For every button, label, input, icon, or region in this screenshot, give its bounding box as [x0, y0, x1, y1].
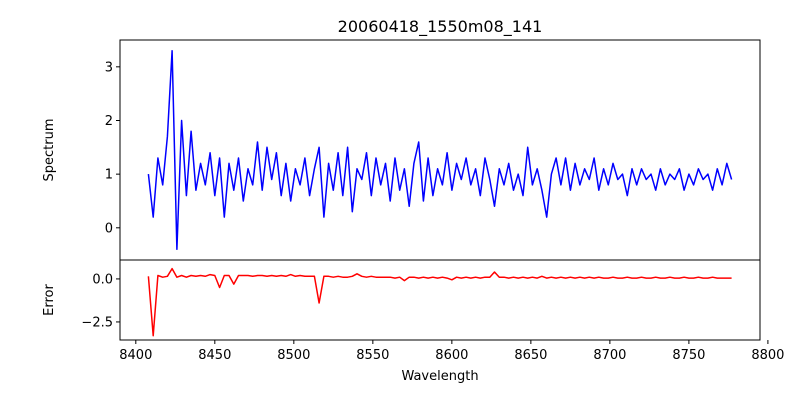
error-axes-frame	[119, 259, 761, 341]
spectrum-y-tick-label: 1	[105, 168, 113, 183]
x-tick-label: 8700	[593, 348, 626, 363]
x-tick-label: 8500	[277, 348, 310, 363]
x-tick-label: 8750	[672, 348, 705, 363]
error-series-line	[147, 267, 732, 337]
error-y-tick-label: −2.5	[81, 315, 113, 330]
spectrum-axes-frame	[119, 39, 761, 261]
x-tick-label: 8600	[435, 348, 468, 363]
x-tick-label: 8550	[356, 348, 389, 363]
spectrum-series-line	[147, 49, 733, 251]
spectrum-y-tick-label: 3	[105, 60, 113, 75]
spectrum-y-tick-label: 2	[105, 114, 113, 129]
x-axis-label: Wavelength	[401, 369, 478, 384]
y-axis-label-spectrum: Spectrum	[42, 119, 57, 182]
y-axis-label-error: Error	[42, 284, 57, 316]
spectrum-y-tick-label: 0	[105, 221, 113, 236]
x-tick-label: 8450	[198, 348, 231, 363]
x-tick-label: 8400	[119, 348, 152, 363]
x-tick-label: 8800	[751, 348, 784, 363]
error-y-tick-label: 0.0	[92, 272, 113, 287]
chart-title: 20060418_1550m08_141	[338, 17, 543, 37]
x-tick-label: 8650	[514, 348, 547, 363]
